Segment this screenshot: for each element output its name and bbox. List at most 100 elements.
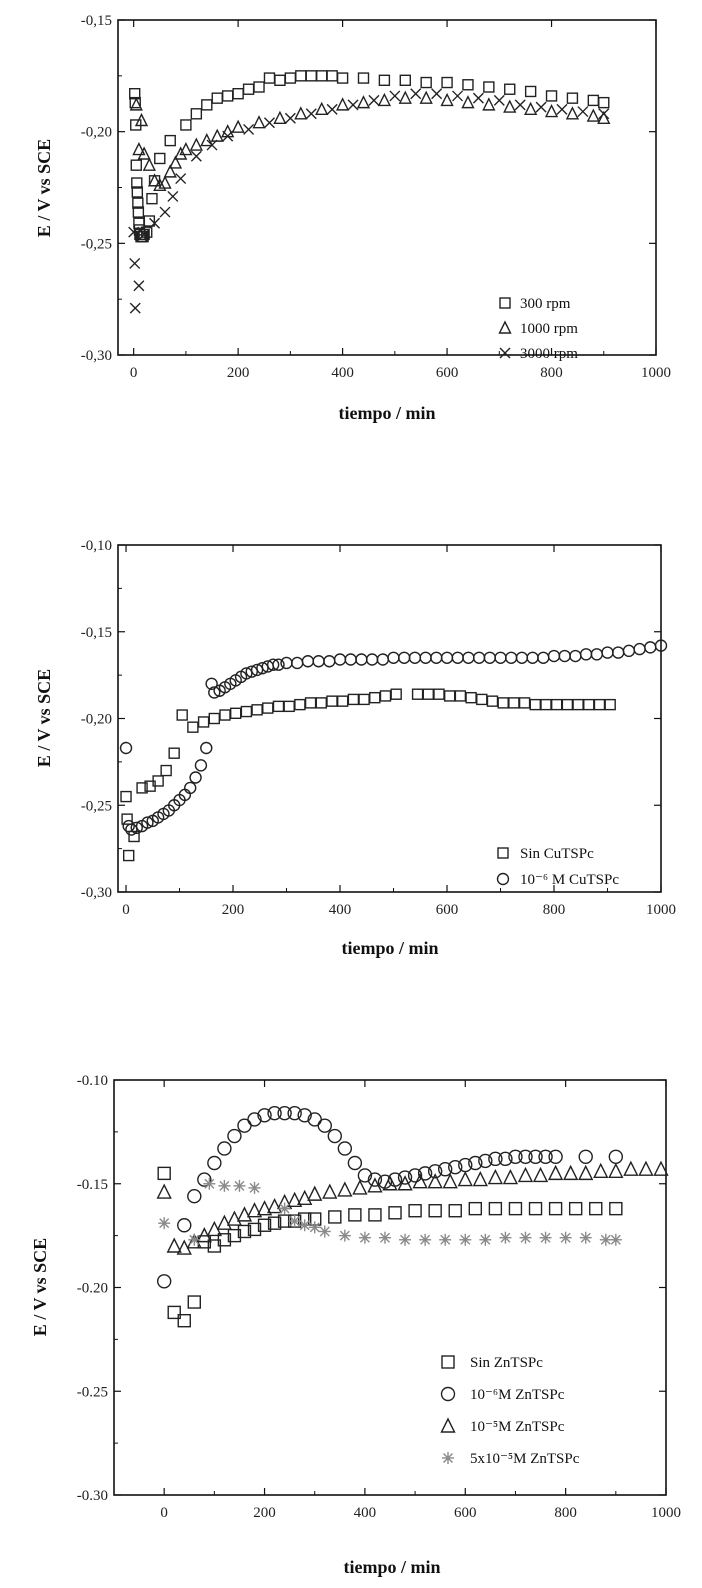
legend-marker: [496, 872, 510, 886]
data-point: [263, 117, 275, 129]
data-point: [537, 651, 550, 664]
data-point: [438, 1162, 453, 1177]
x-tick-label: 600: [454, 1505, 477, 1521]
data-point: [326, 70, 338, 82]
data-point: [427, 1173, 443, 1189]
data-point: [439, 1233, 452, 1246]
data-point: [539, 1231, 552, 1244]
data-point: [368, 94, 380, 106]
data-point: [532, 1166, 549, 1183]
data-point: [245, 665, 258, 678]
x-tick-label: 0: [130, 365, 138, 381]
data-point: [427, 1164, 443, 1179]
data-point: [378, 74, 391, 87]
data-point: [190, 108, 203, 120]
legend-marker: [440, 1417, 456, 1433]
data-point: [266, 658, 280, 671]
data-point: [355, 653, 368, 666]
data-point: [206, 139, 218, 151]
data-point: [577, 106, 589, 118]
data-point: [572, 698, 584, 711]
data-point: [336, 72, 349, 84]
data-point: [608, 1149, 624, 1164]
data-point: [153, 177, 167, 191]
data-point: [256, 661, 269, 675]
x-axis-label: tiempo / min: [344, 1557, 441, 1577]
data-point: [622, 644, 636, 658]
data-point: [561, 698, 574, 711]
y-axis-label: E / V vs SCE: [34, 139, 54, 237]
data-point: [388, 1206, 402, 1220]
data-point: [143, 215, 156, 227]
series-1: [119, 639, 668, 836]
data-point: [187, 1295, 201, 1309]
data-point: [548, 1201, 563, 1216]
data-point: [129, 302, 141, 314]
x-tick-label: 800: [554, 1505, 577, 1521]
data-point: [137, 146, 151, 160]
data-point: [211, 92, 223, 104]
data-point: [128, 830, 140, 843]
data-marks: [128, 70, 611, 314]
data-point: [284, 72, 297, 84]
data-point: [442, 1173, 458, 1189]
data-point: [232, 87, 244, 100]
data-point: [167, 1305, 181, 1320]
data-point: [508, 1149, 523, 1164]
data-point: [187, 721, 199, 733]
x-tick-label: 200: [222, 902, 245, 918]
data-point: [280, 656, 293, 670]
data-point: [174, 146, 188, 160]
data-point: [398, 90, 412, 104]
data-point: [457, 1171, 473, 1187]
data-point: [586, 108, 600, 122]
y-tick-label: -0.15: [77, 1177, 108, 1193]
data-point: [217, 1141, 232, 1156]
legend: 300 rpm 1000 rpm 3000 rpm: [498, 296, 578, 362]
data-point: [422, 688, 434, 700]
data-point: [638, 1160, 654, 1176]
plot-frame: [117, 19, 657, 356]
data-point: [129, 97, 143, 111]
data-point: [419, 651, 432, 664]
data-point: [538, 1149, 553, 1164]
data-point: [266, 1198, 283, 1214]
data-point: [203, 1177, 216, 1190]
data-point: [273, 110, 287, 124]
data-point: [295, 70, 307, 82]
y-tick-label: -0.20: [77, 1281, 108, 1297]
data-point: [459, 1233, 472, 1246]
chart-rpm: 0 200 400 600 800 1000 -0,30 -0,25 -0,20 -0,15 ti…: [34, 13, 671, 423]
data-point: [593, 698, 606, 711]
axis-ticks: 0 200 400 600 800 1000 -0.30 -0.25 -0.20 -0.15 -0.…: [77, 1073, 681, 1521]
data-point: [583, 698, 595, 711]
data-point: [120, 790, 132, 803]
data-point: [308, 1221, 321, 1234]
data-point: [494, 651, 507, 664]
data-point: [323, 655, 336, 668]
legend-label: 5x10⁻⁵M ZnTSPc: [470, 1451, 580, 1467]
data-point: [486, 695, 499, 707]
data-point: [483, 651, 497, 664]
data-point: [217, 1233, 232, 1247]
data-point: [180, 119, 192, 131]
data-point: [468, 1155, 483, 1171]
data-point: [248, 1181, 261, 1194]
data-point: [347, 1155, 363, 1171]
data-point: [197, 1172, 212, 1187]
data-point: [431, 88, 443, 100]
chart-cutspc: 0 200 400 600 800 1000 -0,30 -0,25 -0,20 -0,15 -0,…: [34, 538, 676, 958]
data-point: [142, 157, 156, 171]
data-point: [348, 1208, 362, 1222]
data-point: [337, 1181, 353, 1197]
data-point: [158, 175, 172, 189]
data-point: [526, 651, 539, 664]
data-point: [399, 74, 411, 87]
data-point: [287, 1191, 303, 1208]
data-point: [601, 646, 614, 659]
series-1: [129, 90, 611, 191]
data-point: [315, 101, 329, 116]
data-point: [205, 677, 218, 690]
data-point: [358, 1231, 371, 1244]
data-point: [378, 1231, 391, 1244]
